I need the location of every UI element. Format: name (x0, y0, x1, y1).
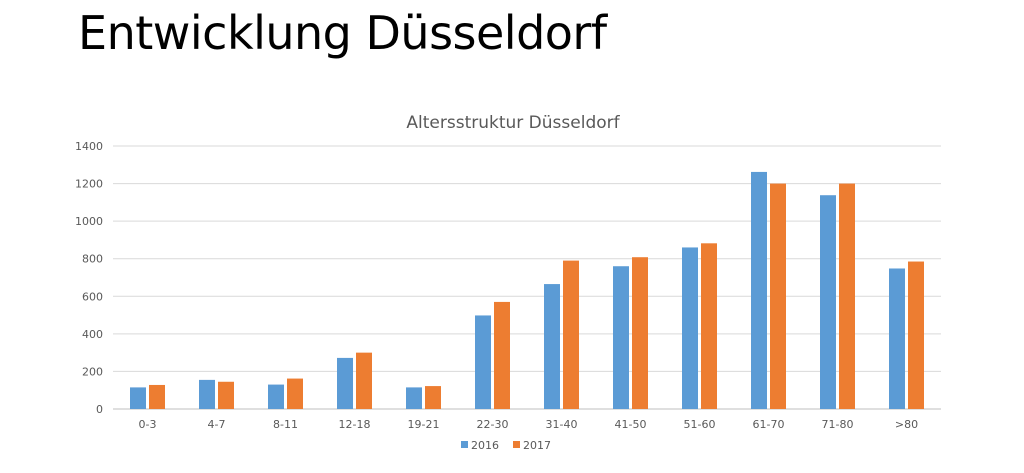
chart-gridlines (113, 145, 941, 410)
x-tick-label: 51-60 (684, 418, 716, 431)
x-tick-label: 61-70 (753, 418, 785, 431)
bar-2017-22-30 (494, 301, 510, 409)
y-tick-label: 600 (82, 290, 103, 303)
bar-2016-0-3 (130, 387, 146, 409)
bar-2017-4-7 (218, 381, 234, 409)
y-tick-label: 800 (82, 253, 103, 266)
slide-title: Entwicklung Düsseldorf (78, 6, 607, 60)
bar-2017-61-70 (770, 183, 786, 409)
bar-2016-22-30 (475, 315, 491, 409)
chart-legend: 2016 2017 (461, 439, 551, 452)
legend-swatch-2017 (513, 441, 520, 448)
x-tick-label: 22-30 (477, 418, 509, 431)
bar-2016-19-21 (406, 387, 422, 409)
y-tick-label: 1200 (75, 178, 103, 191)
y-tick-label: 0 (96, 403, 103, 416)
bar-2016->80 (889, 268, 905, 409)
x-tick-label: 0-3 (139, 418, 157, 431)
legend-swatch-2016 (461, 441, 468, 448)
bar-2017->80 (908, 261, 924, 409)
bar-2017-12-18 (356, 352, 372, 409)
y-tick-label: 1400 (75, 140, 103, 153)
chart-title: Altersstruktur Düsseldorf (406, 113, 620, 133)
y-tick-label: 400 (82, 328, 103, 341)
x-axis: 0-3 4-7 8-11 12-18 19-21 22-30 31-40 41-50 51-60… (139, 418, 919, 431)
legend-label-2016: 2016 (471, 439, 499, 452)
y-tick-label: 1000 (75, 215, 103, 228)
y-tick-label: 200 (82, 365, 103, 378)
bar-2016-51-60 (682, 247, 698, 409)
bar-2016-8-11 (268, 384, 284, 409)
x-tick-label: 71-80 (822, 418, 854, 431)
bar-2017-41-50 (632, 257, 648, 409)
bar-2017-19-21 (425, 386, 441, 409)
x-tick-label: >80 (895, 418, 918, 431)
bar-2016-31-40 (544, 284, 560, 409)
bar-2016-4-7 (199, 379, 215, 409)
bar-2017-31-40 (563, 260, 579, 409)
bar-2016-61-70 (751, 171, 767, 409)
y-axis: 0 200 400 600 800 1000 1200 1400 (75, 140, 103, 416)
x-tick-label: 41-50 (615, 418, 647, 431)
x-tick-label: 8-11 (273, 418, 298, 431)
x-tick-label: 31-40 (546, 418, 578, 431)
bar-2017-71-80 (839, 183, 855, 409)
x-tick-label: 4-7 (208, 418, 226, 431)
x-tick-label: 19-21 (408, 418, 440, 431)
bar-2017-0-3 (149, 384, 165, 409)
chart-bars (130, 171, 924, 409)
bar-2017-8-11 (287, 378, 303, 409)
bar-2016-41-50 (613, 266, 629, 409)
bar-2016-71-80 (820, 195, 836, 409)
bar-2017-51-60 (701, 243, 717, 409)
x-tick-label: 12-18 (339, 418, 371, 431)
bar-2016-12-18 (337, 357, 353, 409)
legend-label-2017: 2017 (523, 439, 551, 452)
